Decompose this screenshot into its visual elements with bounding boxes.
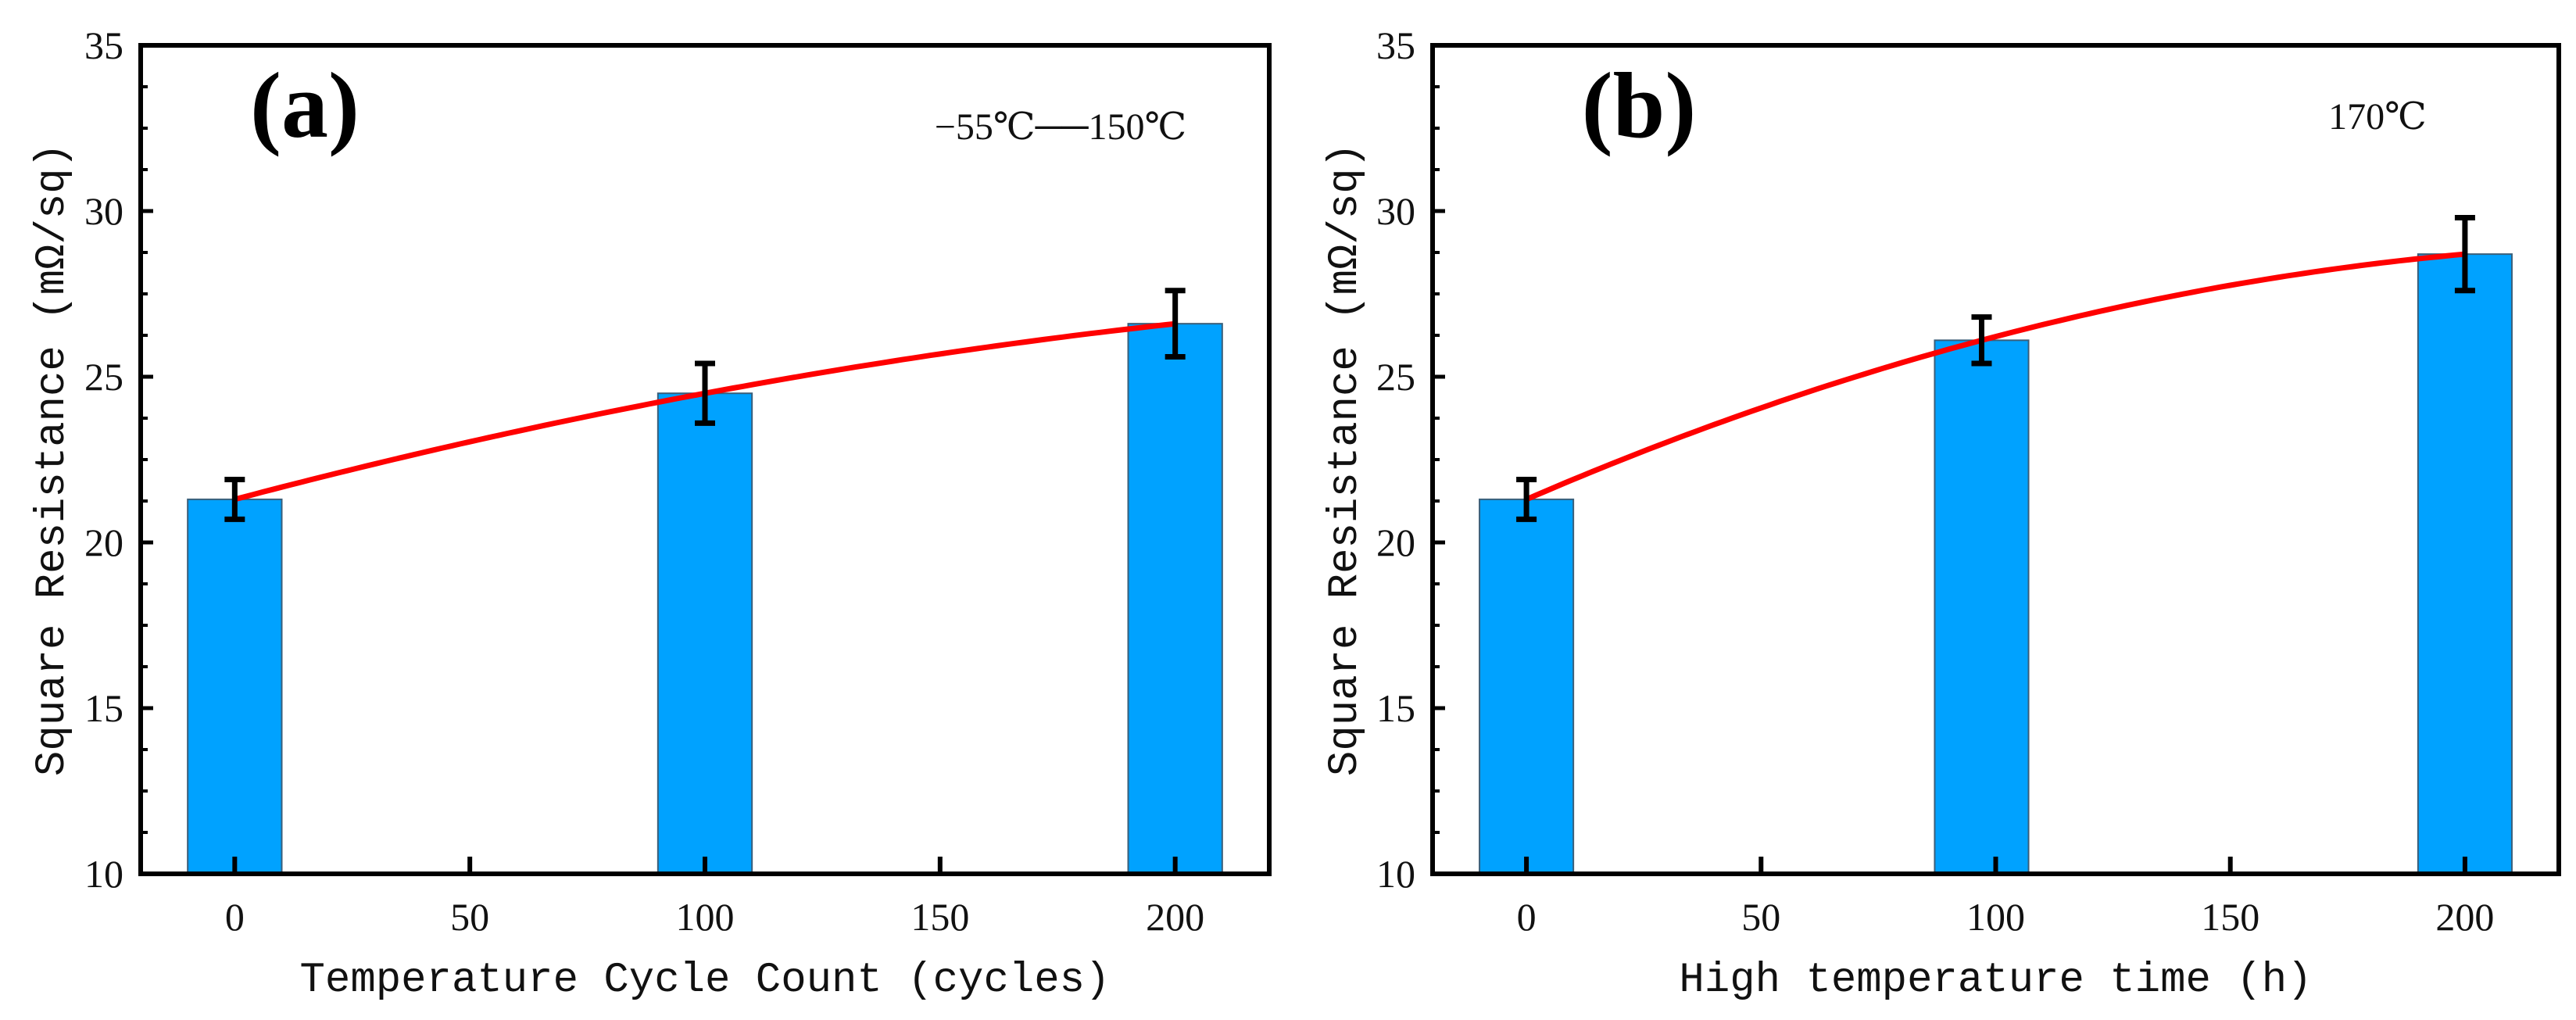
x-tick-label: 100 xyxy=(676,895,735,939)
condition-annotation: −55℃──150℃ xyxy=(935,106,1186,148)
error-bar xyxy=(224,476,245,522)
bar xyxy=(187,498,283,875)
y-axis-title: Square Resistance (mΩ/sq) xyxy=(1322,143,1369,776)
y-tick-label: 15 xyxy=(84,686,123,730)
x-tick-label: 50 xyxy=(450,895,489,939)
bar xyxy=(1127,323,1223,875)
y-tick-label: 35 xyxy=(84,23,123,67)
y-tick-label: 20 xyxy=(1376,521,1415,564)
condition-annotation: 170℃ xyxy=(2328,96,2427,138)
x-axis-title: Temperature Cycle Count (cycles) xyxy=(300,957,1111,1004)
y-tick-label: 15 xyxy=(1376,686,1415,730)
y-tick-label: 10 xyxy=(84,852,123,896)
y-tick-label: 10 xyxy=(1376,852,1415,896)
x-tick-label: 0 xyxy=(225,895,245,939)
y-axis-title: Square Resistance (mΩ/sq) xyxy=(29,143,77,776)
chart-panel-b: 10 15 20 25 30 35 0 50 100 150 200 High temperature… xyxy=(1322,23,2561,1004)
x-tick-label: 150 xyxy=(2201,895,2259,939)
error-bar xyxy=(1516,476,1537,522)
x-tick-label: 200 xyxy=(1146,895,1204,939)
y-tick-label: 25 xyxy=(1376,355,1415,399)
bar xyxy=(2417,253,2513,875)
bar xyxy=(1934,339,2030,875)
error-bar xyxy=(2454,214,2475,294)
y-tick-label: 20 xyxy=(84,521,123,564)
x-tick-label: 200 xyxy=(2435,895,2494,939)
x-tick-label: 50 xyxy=(1741,895,1780,939)
error-bar xyxy=(1165,288,1186,360)
y-tick-label: 30 xyxy=(84,189,123,233)
x-axis-title: High temperature time (h) xyxy=(1679,957,2312,1004)
panel-label: (b) xyxy=(1582,53,1697,157)
x-tick-label: 0 xyxy=(1517,895,1537,939)
fit-line xyxy=(1525,251,2466,503)
chart-panel-a: 10 15 20 25 30 35 0 50 100 150 200 Temperature Cycl… xyxy=(29,23,1272,1004)
y-tick-label: 25 xyxy=(84,355,123,399)
error-bar xyxy=(1971,314,1992,367)
bar xyxy=(1479,498,1575,875)
x-tick-label: 100 xyxy=(1966,895,2025,939)
y-tick-label: 35 xyxy=(1376,23,1415,67)
y-tick-label: 30 xyxy=(1376,189,1415,233)
panel-label: (a) xyxy=(250,53,360,157)
x-tick-label: 150 xyxy=(911,895,969,939)
bar xyxy=(657,392,753,875)
error-bar xyxy=(695,360,715,426)
